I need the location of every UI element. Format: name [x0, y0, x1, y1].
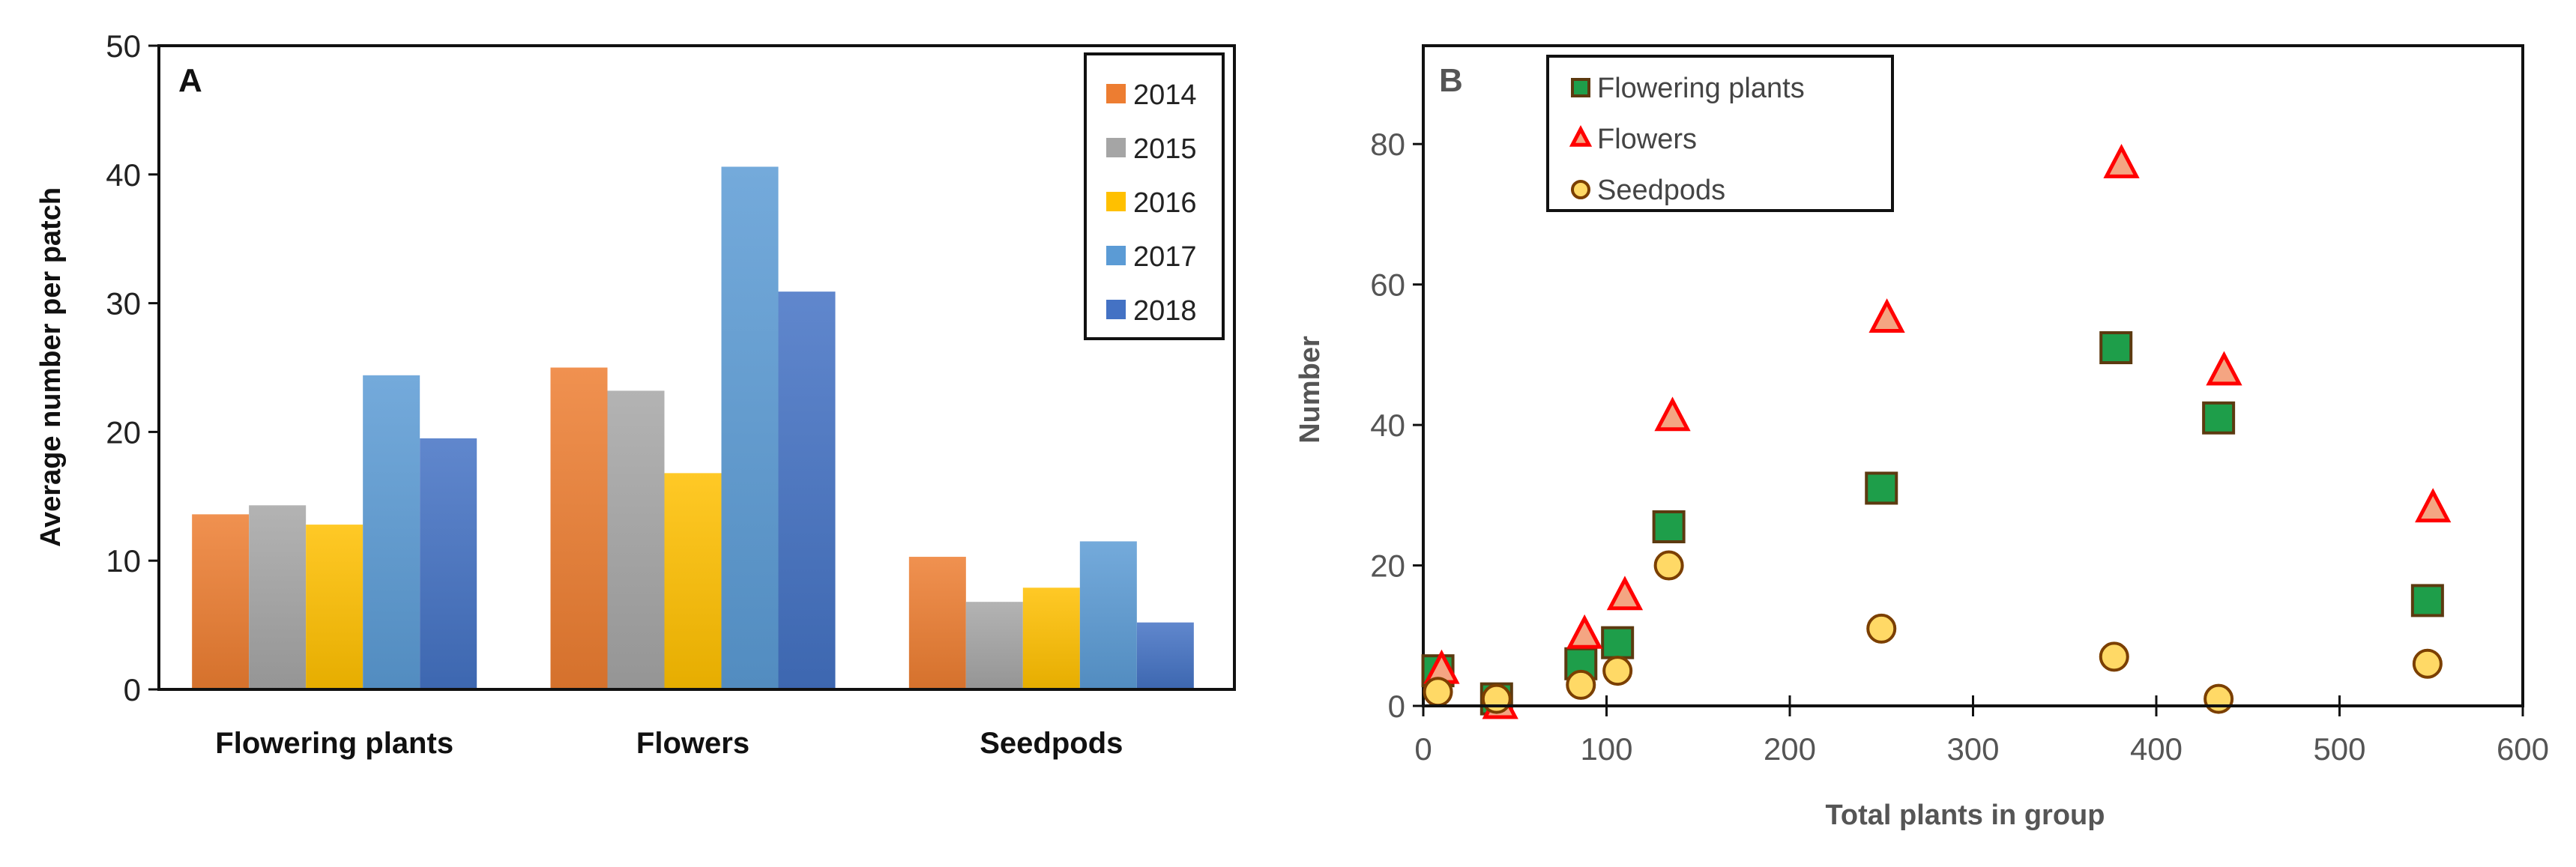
- legend-swatch-2015: [1106, 138, 1126, 157]
- x-tick-label: 300: [1946, 731, 1999, 767]
- x-category-label: Seedpods: [980, 727, 1123, 760]
- bar-2018-flowers: [778, 291, 836, 689]
- panel-b-label: B: [1439, 62, 1463, 99]
- y-tick-label: 0: [1388, 689, 1405, 724]
- x-tick-label: 200: [1764, 731, 1816, 767]
- legend-swatch-2014: [1106, 84, 1126, 103]
- point-flowers: [1868, 298, 1905, 333]
- panel-a-bar-chart: A Average number per patch 0 10 20 30 40 50 Fl…: [35, 28, 1236, 760]
- point-seedpods: [2204, 683, 2234, 714]
- point-seedpods: [2099, 641, 2129, 672]
- bar-2016-flowers: [664, 473, 722, 689]
- x-tick-label: 500: [2313, 731, 2365, 767]
- bar-2014-seedpods: [908, 557, 966, 689]
- point-flowering-plants: [2410, 584, 2444, 617]
- point-flowers: [2103, 143, 2140, 178]
- panel-b-y-axis-label: Number: [1294, 336, 1326, 444]
- legend-marker-seedpods: [1571, 180, 1590, 199]
- x-tick-label: 0: [1414, 731, 1432, 767]
- legend-label-flowering-plants: Flowering plants: [1597, 73, 1805, 104]
- x-category-label: Flowering plants: [215, 727, 453, 760]
- y-tick-label: 50: [106, 28, 141, 64]
- y-tick-label: 40: [1370, 408, 1405, 443]
- point-flowering-plants: [2202, 401, 2236, 435]
- y-tick-label: 10: [106, 543, 141, 578]
- panel-a-label: A: [178, 62, 202, 99]
- bar-2018-flowering-plants: [420, 438, 477, 689]
- panel-b-x-axis-label: Total plants in group: [1826, 800, 2105, 831]
- bar-2016-flowering-plants: [306, 525, 364, 689]
- legend-label-2014: 2014: [1133, 79, 1197, 111]
- x-tick-label: 400: [2130, 731, 2183, 767]
- y-tick-label: 60: [1370, 268, 1405, 303]
- y-tick-label: 0: [124, 672, 141, 707]
- y-tick-label: 20: [106, 414, 141, 450]
- point-flowering-plants: [1652, 510, 1686, 544]
- bar-2014-flowers: [550, 367, 608, 689]
- x-tick-label: 100: [1580, 731, 1632, 767]
- point-seedpods: [1653, 550, 1684, 581]
- legend-label-seedpods: Seedpods: [1597, 175, 1725, 206]
- legend-label-2017: 2017: [1133, 241, 1197, 273]
- bar-2015-seedpods: [965, 602, 1023, 689]
- bar-2017-flowers: [721, 166, 779, 689]
- point-seedpods: [2412, 648, 2443, 679]
- point-seedpods: [1602, 656, 1633, 686]
- y-tick-label: 20: [1370, 549, 1405, 584]
- point-seedpods: [1481, 683, 1512, 714]
- point-flowering-plants: [1601, 626, 1635, 659]
- bar-2015-flowering-plants: [249, 505, 307, 689]
- panel-a-y-axis-label: Average number per patch: [35, 187, 67, 547]
- bar-2017-flowering-plants: [363, 375, 420, 689]
- legend-marker-flowering-plants: [1571, 78, 1590, 97]
- bar-2016-seedpods: [1022, 587, 1080, 689]
- point-flowers: [1566, 614, 1603, 649]
- legend-marker-flowers: [1569, 124, 1593, 147]
- legend-swatch-2018: [1106, 300, 1126, 319]
- bar-2018-seedpods: [1136, 622, 1194, 689]
- panel-b-scatter-chart: B Number Total plants in group 0 20 40 60 80…: [1294, 44, 2549, 831]
- point-flowering-plants: [2099, 331, 2133, 365]
- legend-box: [1546, 55, 1894, 212]
- bar-2017-seedpods: [1079, 541, 1137, 689]
- point-flowering-plants: [1865, 471, 1898, 505]
- point-flowers: [1654, 396, 1691, 432]
- legend-swatch-2016: [1106, 192, 1126, 211]
- legend-label-2016: 2016: [1133, 187, 1197, 219]
- legend-swatch-2017: [1106, 246, 1126, 265]
- legend-label-2015: 2015: [1133, 133, 1197, 165]
- point-flowers: [2206, 351, 2242, 386]
- point-seedpods: [1423, 677, 1453, 707]
- y-tick-label: 30: [106, 286, 141, 321]
- y-tick-label: 40: [106, 157, 141, 193]
- point-flowers: [1606, 576, 1644, 611]
- legend-label-2018: 2018: [1133, 295, 1197, 327]
- y-tick-label: 80: [1370, 127, 1405, 162]
- bar-2014-flowering-plants: [192, 514, 250, 689]
- point-seedpods: [1566, 669, 1596, 700]
- legend-label-flowers: Flowers: [1597, 124, 1697, 155]
- point-seedpods: [1866, 613, 1897, 644]
- x-category-label: Flowers: [636, 727, 749, 760]
- x-tick-label: 600: [2497, 731, 2549, 767]
- point-flowers: [2415, 488, 2452, 523]
- bar-2015-flowers: [607, 390, 665, 689]
